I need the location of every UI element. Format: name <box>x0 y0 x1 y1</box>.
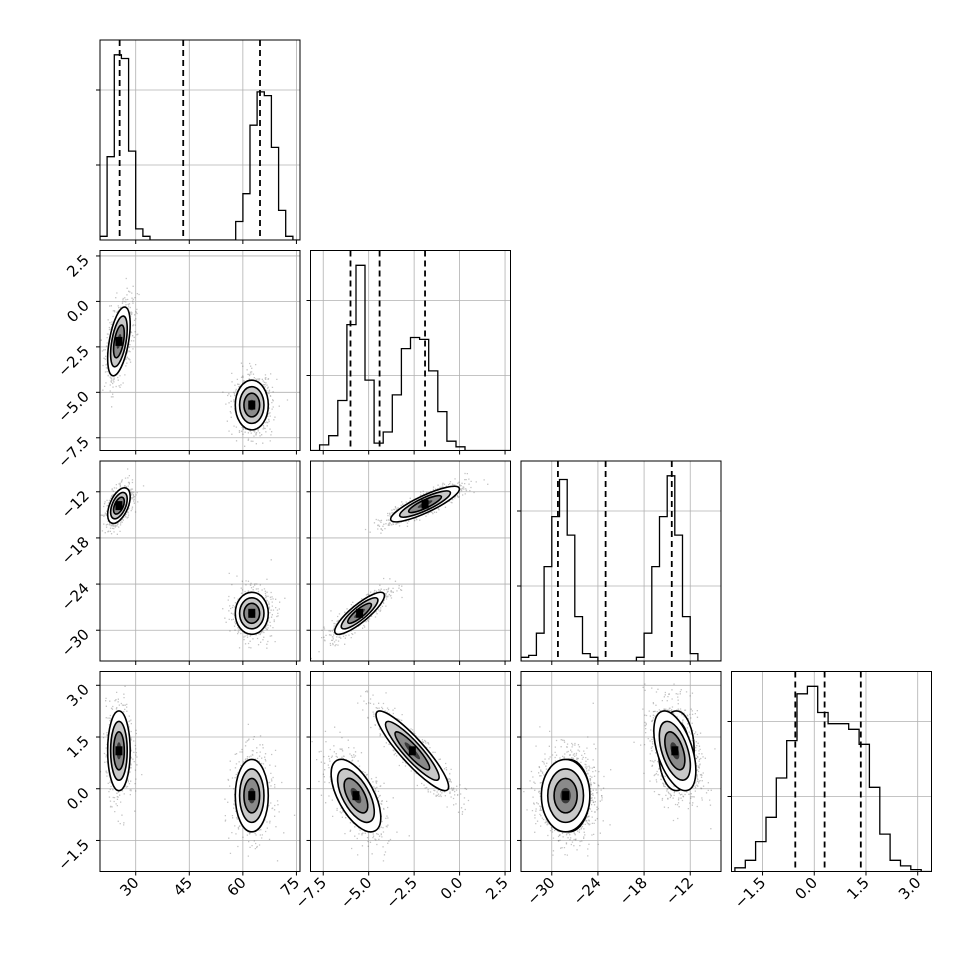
y-tick-label: −5.0 <box>54 387 92 425</box>
y-tick-label: −1.5 <box>54 836 92 874</box>
density-peak <box>562 791 570 801</box>
panel-frame <box>99 460 301 662</box>
density-peak <box>115 501 123 511</box>
density-peak <box>248 791 256 801</box>
scatter-panel <box>521 671 721 872</box>
x-tick-label: 0.0 <box>437 874 467 904</box>
panel-frame <box>99 671 301 872</box>
scatter-panel <box>100 461 300 661</box>
scatter-panel <box>310 461 511 661</box>
x-tick-label: −7.5 <box>292 874 330 912</box>
histogram-panel <box>731 671 932 872</box>
density-peak <box>421 499 429 509</box>
x-tick-label: −2.5 <box>382 874 420 912</box>
histogram-panel <box>521 461 721 661</box>
scatter-panel <box>100 250 300 451</box>
x-tick-label: −5.0 <box>337 874 375 912</box>
density-peak <box>408 746 416 756</box>
x-tick-label: −24 <box>570 874 605 909</box>
panel-frame <box>310 250 511 451</box>
histogram-step <box>734 685 932 872</box>
density-peak <box>115 336 123 346</box>
y-tick-label: 1.5 <box>63 732 93 762</box>
x-tick-label: −12 <box>662 874 697 909</box>
histogram-panel <box>100 40 300 240</box>
density-peak <box>352 791 360 801</box>
x-tick-label: −18 <box>616 874 651 909</box>
y-tick-label: 3.0 <box>63 680 93 710</box>
panel-frame <box>310 460 511 662</box>
x-tick-label: 1.5 <box>843 874 873 904</box>
histogram-step <box>310 264 511 451</box>
panel-frame <box>520 671 722 872</box>
y-tick-label: −18 <box>58 533 93 568</box>
x-tick-label: −1.5 <box>731 874 769 912</box>
x-tick-label: 45 <box>170 874 196 900</box>
y-tick-label: −12 <box>58 487 93 522</box>
histogram-step <box>521 475 721 661</box>
x-tick-label: −30 <box>523 874 558 909</box>
scatter-panel <box>310 671 511 872</box>
x-tick-label: 3.0 <box>895 874 925 904</box>
density-peak <box>115 746 123 756</box>
y-tick-label: 0.0 <box>63 784 93 814</box>
y-tick-label: −7.5 <box>54 433 92 471</box>
y-tick-label: −2.5 <box>54 342 92 380</box>
panel-frame <box>99 250 301 451</box>
scatter-panel <box>100 671 300 872</box>
panel-frame <box>731 671 932 872</box>
y-tick-label: −24 <box>58 579 93 614</box>
x-tick-label: 2.5 <box>482 874 512 904</box>
panel-frame <box>99 39 301 241</box>
panel-frame <box>520 460 722 662</box>
density-peak <box>248 400 256 410</box>
y-tick-label: −30 <box>58 625 93 660</box>
x-tick-label: 60 <box>223 874 249 900</box>
panel-frame <box>310 671 511 872</box>
y-tick-label: 2.5 <box>63 251 93 281</box>
density-peak <box>248 608 256 618</box>
density-peak <box>671 746 679 756</box>
x-tick-label: 0.0 <box>791 874 821 904</box>
x-tick-label: 30 <box>116 874 142 900</box>
histogram-step <box>100 54 300 240</box>
density-peak <box>356 608 364 618</box>
histogram-panel <box>310 250 511 451</box>
y-tick-label: 0.0 <box>63 297 93 327</box>
